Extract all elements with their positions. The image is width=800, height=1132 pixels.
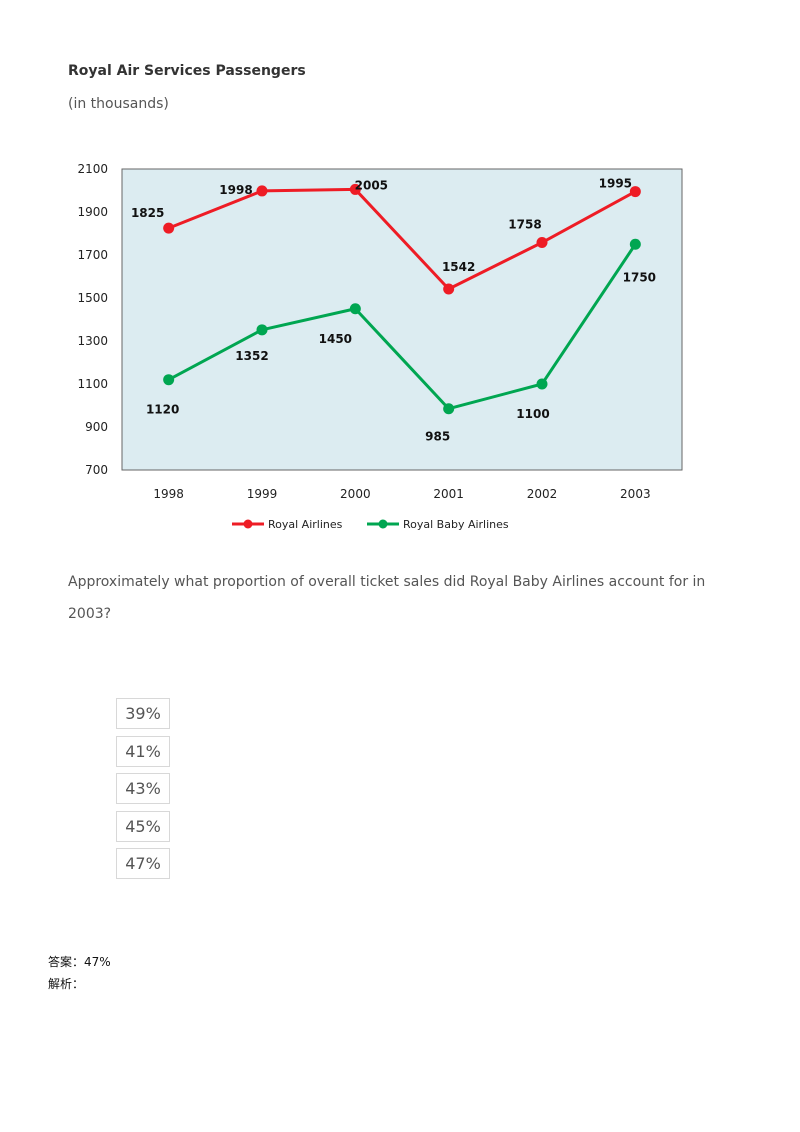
data-label-1999: 1998: [219, 183, 252, 197]
series-line: [168, 187, 637, 291]
legend-item-1: Royal Baby Airlines: [367, 518, 509, 531]
data-point-2001: [443, 403, 455, 415]
x-axis-ticks: 1998 1999 2000 2001 2002 2003: [153, 487, 650, 501]
data-label-2001: 985: [425, 430, 450, 444]
y-tick-label-1100: 1100: [77, 377, 108, 391]
legend-item-0: Royal Airlines: [232, 518, 343, 531]
x-tick-label-1998: 1998: [153, 487, 184, 501]
y-tick-label-1700: 1700: [77, 248, 108, 262]
answer-options: 39% 41% 43% 45% 47%: [116, 698, 170, 886]
chart-subtitle: (in thousands): [68, 96, 169, 112]
data-label-2003: 1750: [623, 270, 656, 284]
data-label-2002: 1100: [516, 407, 549, 421]
option-39[interactable]: 39%: [116, 698, 170, 729]
data-point-2003: [629, 186, 641, 198]
y-tick-label-1300: 1300: [77, 334, 108, 348]
data-point-2001: [443, 283, 455, 295]
legend-label: Royal Airlines: [268, 518, 343, 531]
y-tick-label-900: 900: [85, 420, 108, 434]
y-tick-label-700: 700: [85, 463, 108, 477]
data-point-1998: [163, 222, 175, 234]
answer-label: 答案：: [48, 955, 85, 969]
data-point-1998: [163, 374, 175, 386]
data-label-2003: 1995: [599, 177, 632, 191]
data-point-2002: [536, 378, 548, 390]
legend-swatch-marker: [243, 519, 253, 529]
option-47[interactable]: 47%: [116, 848, 170, 879]
data-label-2002: 1758: [508, 218, 541, 232]
data-point-1999: [256, 324, 268, 336]
data-point-2002: [536, 237, 548, 249]
series-line: [167, 243, 637, 411]
answer-value: 47%: [84, 955, 111, 969]
line-chart: 700 900 1100 1300 1500 1700 1900 2100 1998 1999 2…: [77, 162, 683, 531]
question-text: Approximately what proportion of overall…: [68, 574, 706, 622]
data-label-1999: 1352: [235, 349, 268, 363]
data-label-1998: 1120: [146, 403, 179, 417]
legend-swatch-marker: [378, 519, 388, 529]
y-tick-label-1500: 1500: [77, 291, 108, 305]
data-point-2003: [629, 238, 641, 250]
data-point-2000: [349, 183, 361, 195]
data-label-1998: 1825: [131, 206, 164, 220]
series-royal-baby-airlines: 1120 1352 1450 985 1100 1750: [146, 238, 656, 444]
legend-label: Royal Baby Airlines: [403, 518, 509, 531]
analysis-label: 解析：: [48, 977, 85, 991]
x-tick-label-2001: 2001: [433, 487, 464, 501]
x-tick-label-1999: 1999: [247, 487, 278, 501]
data-point-1999: [256, 185, 268, 197]
answer-line: 答案：47%: [48, 953, 111, 970]
y-axis-ticks: 700 900 1100 1300 1500 1700 1900 2100: [77, 162, 108, 477]
data-point-2000: [349, 303, 361, 315]
data-label-2000: 1450: [319, 332, 352, 346]
legend: Royal Airlines Royal Baby Airlines: [232, 518, 509, 531]
y-tick-label-2100: 2100: [77, 162, 108, 176]
series-royal-airlines: 1825 1998 2005 1542 1758 1995: [131, 177, 641, 295]
y-tick-label-1900: 1900: [77, 205, 108, 219]
data-label-2000: 2005: [355, 178, 388, 192]
option-41[interactable]: 41%: [116, 735, 170, 767]
x-tick-label-2002: 2002: [527, 487, 558, 501]
x-tick-label-2000: 2000: [340, 487, 371, 501]
plot-area: [121, 168, 683, 471]
option-43[interactable]: 43%: [116, 773, 170, 804]
chart-title: Royal Air Services Passengers: [68, 63, 306, 79]
x-tick-label-2003: 2003: [620, 487, 651, 501]
option-45[interactable]: 45%: [116, 810, 170, 842]
data-label-2001: 1542: [442, 260, 475, 274]
